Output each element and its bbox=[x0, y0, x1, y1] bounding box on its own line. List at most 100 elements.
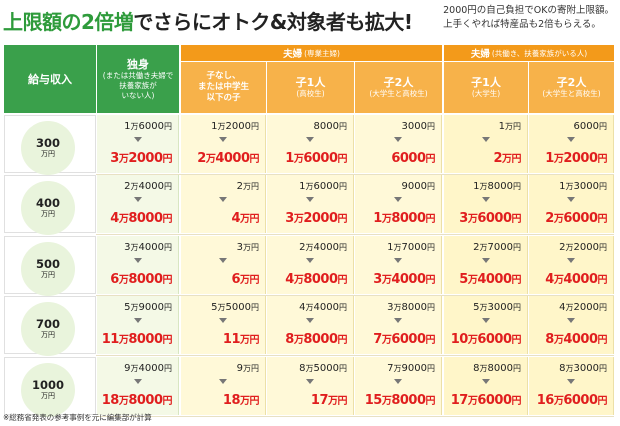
amount-man-unit: 万 bbox=[467, 396, 478, 407]
amount-man-unit: 万 bbox=[118, 275, 129, 286]
down-arrow-icon bbox=[219, 258, 227, 263]
limit-after: 3万2000円 bbox=[110, 150, 172, 166]
amount-man-unit: 万 bbox=[553, 335, 564, 346]
limit-before: 1万3000円 bbox=[559, 181, 607, 192]
col-header-line: 子2人 bbox=[556, 76, 587, 89]
group-dual-main: 夫婦 bbox=[470, 49, 490, 60]
down-arrow-icon bbox=[133, 258, 142, 263]
salary-cell: 500 万円 bbox=[4, 236, 96, 296]
amount-man: 1 bbox=[545, 151, 554, 166]
amount-yen: 8000 bbox=[303, 332, 338, 347]
down-arrow-icon bbox=[567, 137, 575, 142]
limit-after: 10万6000円 bbox=[451, 331, 522, 347]
amount-man-unit: 万 bbox=[553, 214, 564, 225]
salary-circle: 400 万円 bbox=[21, 181, 75, 235]
limit-before: 3万4000円 bbox=[124, 242, 172, 253]
table-cell: 5万5000円 11万円 bbox=[181, 296, 266, 354]
amount-man-unit: 万 bbox=[565, 303, 574, 312]
amount-yen-unit: 円 bbox=[164, 122, 172, 131]
down-arrow-icon bbox=[219, 197, 227, 202]
limit-after: 17万円 bbox=[310, 392, 348, 408]
limit-after: 8万8000円 bbox=[285, 331, 347, 347]
amount-man: 5 bbox=[124, 302, 131, 313]
amount-man-unit: 万 bbox=[467, 335, 478, 346]
down-arrow-icon bbox=[219, 318, 227, 323]
salary-unit: 万円 bbox=[41, 210, 55, 218]
amount-man-unit: 万 bbox=[467, 275, 478, 286]
limit-after: 3万4000円 bbox=[373, 271, 435, 287]
amount-man: 2 bbox=[124, 181, 131, 192]
amount-man: 4 bbox=[231, 211, 240, 226]
amount-yen: 6000 bbox=[391, 151, 426, 166]
salary-unit: 万円 bbox=[41, 392, 55, 400]
note-text: 2000円の自己負担でOKの寄附上限額。 上手くやれば特産品も2倍もらえる。 bbox=[443, 4, 614, 32]
amount-man-unit: 万 bbox=[243, 364, 251, 373]
col-header-sub: (大学生) bbox=[471, 89, 501, 98]
down-arrow-icon bbox=[306, 137, 314, 142]
row-divider bbox=[96, 295, 614, 296]
amount-yen-unit: 円 bbox=[513, 182, 521, 191]
amount-yen-unit: 円 bbox=[511, 335, 522, 346]
limit-before: 2万7000円 bbox=[473, 242, 521, 253]
amount-man-unit: 万 bbox=[381, 275, 392, 286]
amount-man-unit: 万 bbox=[553, 275, 564, 286]
amount-man-unit: 万 bbox=[479, 243, 488, 252]
table-cell: 3万4000円 6万8000円 bbox=[97, 236, 179, 294]
amount-yen-unit: 円 bbox=[164, 303, 172, 312]
limit-after: 11万円 bbox=[223, 331, 260, 347]
amount-man: 2 bbox=[545, 211, 554, 226]
amount-yen-unit: 円 bbox=[251, 303, 259, 312]
limit-before: 3000円 bbox=[402, 121, 435, 132]
down-arrow-icon bbox=[567, 197, 575, 202]
amount-man-unit: 万 bbox=[305, 182, 314, 191]
amount-yen-unit: 円 bbox=[251, 122, 259, 131]
limit-before: 1万6000円 bbox=[124, 121, 172, 132]
down-arrow-icon bbox=[394, 258, 402, 263]
amount-yen-unit: 円 bbox=[427, 364, 435, 373]
amount-yen-unit: 円 bbox=[599, 364, 607, 373]
amount-yen: 7000 bbox=[487, 242, 513, 253]
amount-man-unit: 万 bbox=[293, 275, 304, 286]
col-header-line: 子1人 bbox=[471, 76, 501, 89]
amount-man: 18 bbox=[222, 393, 241, 408]
single-header-main: 独身 bbox=[127, 57, 149, 71]
amount-yen-unit: 円 bbox=[251, 364, 259, 373]
table-cell: 5万9000円 11万8000円 bbox=[97, 296, 179, 354]
amount-yen-unit: 円 bbox=[599, 303, 607, 312]
amount-yen: 9000 bbox=[401, 363, 427, 374]
limit-after: 18万8000円 bbox=[102, 392, 173, 408]
amount-man-unit: 万 bbox=[240, 214, 250, 225]
amount-yen: 3000 bbox=[573, 363, 599, 374]
amount-man-unit: 万 bbox=[130, 243, 139, 252]
amount-yen-unit: 円 bbox=[249, 154, 260, 165]
amount-man: 17 bbox=[310, 393, 329, 408]
amount-man-unit: 万 bbox=[381, 335, 392, 346]
limit-after: 16万6000円 bbox=[537, 392, 608, 408]
amount-yen: 4000 bbox=[138, 363, 164, 374]
group-housewife-header: 夫婦 (専業主婦) bbox=[181, 45, 442, 61]
amount-man-unit: 万 bbox=[565, 364, 574, 373]
amount-yen-unit: 円 bbox=[513, 243, 521, 252]
amount-yen: 6000 bbox=[573, 121, 599, 132]
row-divider bbox=[96, 174, 614, 175]
col-header-line: 子なし、 bbox=[206, 71, 241, 81]
down-arrow-icon bbox=[481, 137, 490, 142]
amount-yen-unit: 円 bbox=[511, 396, 522, 407]
amount-man-unit: 万 bbox=[393, 243, 402, 252]
limit-after: 18万円 bbox=[222, 392, 260, 408]
salary-value: 300 bbox=[35, 136, 60, 150]
table-cell: 1万6000円 3万2000円 bbox=[97, 115, 179, 173]
table-cell: 2万4000円 4万8000円 bbox=[97, 175, 179, 233]
table-cell: 4万4000円 8万8000円 bbox=[267, 296, 354, 354]
limit-after: 8万4000円 bbox=[545, 331, 607, 347]
table-cell: 1万8000円 3万6000円 bbox=[444, 175, 528, 233]
amount-yen: 8000 bbox=[128, 272, 163, 287]
down-arrow-icon bbox=[133, 137, 142, 142]
amount-man-unit: 万 bbox=[217, 303, 226, 312]
amount-yen-unit: 円 bbox=[599, 243, 607, 252]
down-arrow-icon bbox=[219, 379, 227, 384]
title-highlight: 上限額の2倍増 bbox=[3, 10, 134, 34]
amount-man-unit: 万 bbox=[393, 303, 402, 312]
amount-man: 4 bbox=[545, 272, 554, 287]
limit-after: 2万4000円 bbox=[197, 150, 259, 166]
